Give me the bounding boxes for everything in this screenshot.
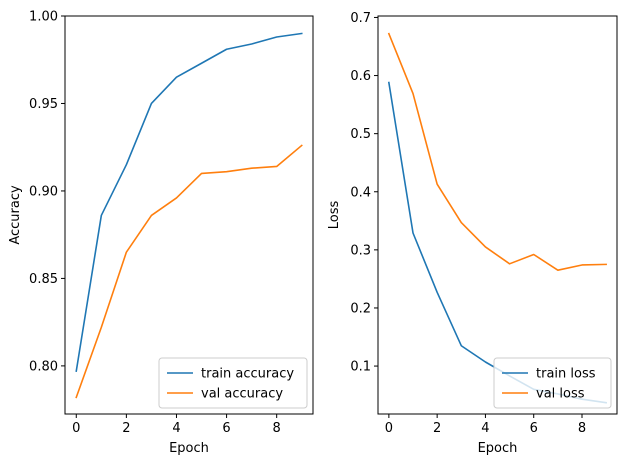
loss-chart: 0 2 4 6 8 0.1 0.2 0.3 0.4 0.5 0.6 0.7 Epoch Loss train… [327,11,618,456]
accuracy-y-tick-label: 0.95 [29,97,58,112]
accuracy-legend: train accuracy val accuracy [158,357,308,409]
accuracy-y-axis-label: Accuracy [8,185,23,245]
loss-y-tick-label: 0.7 [350,11,371,26]
loss-axes-frame [377,15,618,415]
loss-series-line-train-loss [387,81,608,404]
loss-legend-label: train loss [536,367,596,382]
accuracy-x-axis-label: Epoch [169,441,209,456]
loss-x-axis-label: Epoch [478,441,518,456]
accuracy-legend-label: val accuracy [201,387,283,402]
accuracy-x-tick-label: 2 [122,421,130,436]
accuracy-x-tick-label: 6 [222,421,230,436]
loss-x-tick-label: 0 [385,421,393,436]
loss-y-tick-label: 0.4 [350,185,371,200]
accuracy-legend-box [158,357,308,409]
accuracy-y-tick-label: 0.85 [29,272,58,287]
loss-x-tick-label: 4 [481,421,489,436]
accuracy-x-tick-label: 0 [72,421,80,436]
accuracy-legend-label: train accuracy [201,367,294,382]
accuracy-series-line-train-accuracy [75,32,303,373]
loss-series-line-val-loss [387,32,607,272]
loss-y-tick-label: 0.3 [350,243,371,258]
accuracy-chart: 0 2 4 6 8 0.80 0.85 0.90 0.95 1.00 Epoch Accuracy tr… [8,10,314,456]
loss-y-tick-label: 0.5 [350,127,371,142]
loss-x-tick-label: 8 [578,421,586,436]
accuracy-axes-frame [64,15,314,415]
accuracy-series-line-val-accuracy [75,144,303,399]
loss-y-axis-label: Loss [327,201,342,230]
loss-legend: train loss val loss [493,357,612,409]
loss-y-tick-label: 0.6 [350,69,371,84]
loss-x-tick-label: 2 [433,421,441,436]
loss-legend-label: val loss [536,387,585,402]
accuracy-y-tick-label: 1.00 [29,10,58,25]
accuracy-y-tick-label: 0.90 [29,184,58,199]
accuracy-x-tick-label: 8 [273,421,281,436]
loss-y-tick-label: 0.1 [350,360,371,375]
loss-legend-box [493,357,612,409]
loss-x-tick-label: 6 [530,421,538,436]
accuracy-x-tick-label: 4 [172,421,180,436]
accuracy-y-tick-label: 0.80 [29,359,58,374]
loss-y-tick-label: 0.2 [350,301,371,316]
